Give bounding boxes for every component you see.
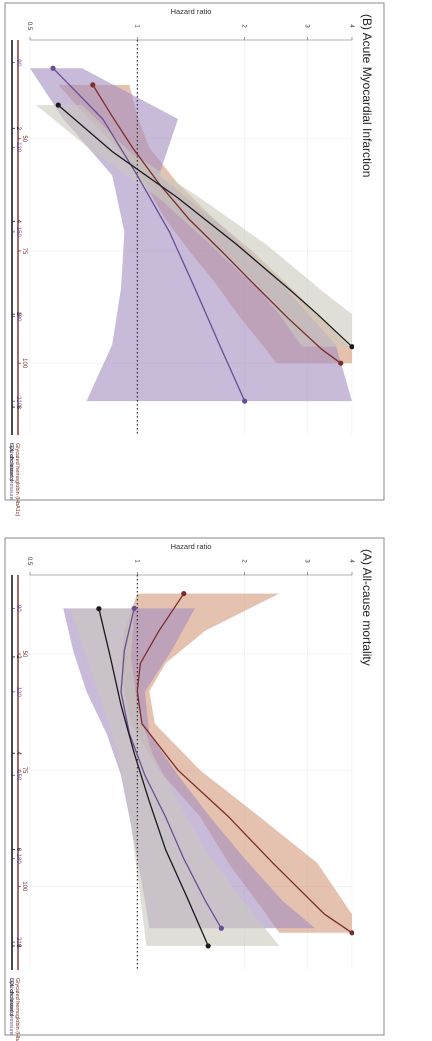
x-scale-ldl-cholesterol: 2 4 6 8 LDL cholesterol — [8, 575, 21, 1016]
panel-frame — [4, 537, 385, 1036]
series-line-systolic-blood-pressure — [52, 67, 246, 402]
x-tick-label: 150 — [15, 770, 21, 781]
x-scale-glycated-hemoglobin-hba1c: 50 75 100 Glycated hemoglobin (HbA1c) — [14, 40, 27, 517]
x-scale-name: LDL cholesterol — [8, 978, 14, 1016]
y-tick-label: 2 — [241, 24, 247, 28]
x-tick-label: 2 — [15, 127, 21, 131]
series-endpoint-systolic-blood-pressure — [131, 605, 137, 611]
y-axis: 0.5 1 2 3 4 Hazard ratio — [26, 7, 354, 41]
x-tick-label: 100 — [21, 358, 27, 369]
x-tick-label: 8 — [15, 944, 21, 948]
series-endpoint-glycated-hemoglobin-hba1c — [349, 930, 354, 936]
chart-title: (A) All-cause mortality — [360, 549, 374, 666]
series-endpoint-glycated-hemoglobin-hba1c — [181, 590, 187, 597]
series-line-glycated-hemoglobin-hba1c — [136, 593, 353, 934]
series-line-systolic-blood-pressure — [120, 608, 222, 929]
x-scale-name: Glycated hemoglobin (HbA1c) — [14, 978, 20, 1041]
series-endpoint-glycated-hemoglobin-hba1c — [338, 360, 344, 366]
x-tick-label: 75 — [21, 248, 27, 255]
x-scale-ldl-cholesterol: 2 4 6 8 LDL cholesterol — [8, 40, 21, 481]
x-tick-label: 120 — [15, 142, 21, 153]
x-tick-label: 210 — [15, 937, 21, 948]
series-endpoint-ldl-cholesterol — [349, 344, 354, 350]
x-tick-label: 4 — [15, 220, 21, 224]
x-scale-name: LDL cholesterol — [8, 443, 14, 481]
x-tick-label: 75 — [21, 767, 27, 774]
chart-title: (B) Acute Myocardial Infarction — [360, 14, 374, 177]
x-tick-label: 6 — [15, 313, 21, 317]
series-line-ldl-cholesterol — [57, 104, 353, 348]
x-tick-label: 6 — [15, 848, 21, 852]
x-tick-label: 4 — [15, 752, 21, 756]
panel-frame — [4, 2, 385, 501]
series-line-ldl-cholesterol — [98, 608, 209, 947]
y-axis-title: Hazard ratio — [171, 542, 212, 551]
y-tick-label: 0.5 — [26, 557, 32, 566]
x-scale-name: Systolic blood pressure — [8, 443, 14, 500]
x-scale-name: Glycated hemoglobin (HbA1c) — [14, 443, 20, 517]
y-axis: 0.5 1 2 3 4 Hazard ratio — [26, 542, 354, 576]
series-endpoint-ldl-cholesterol — [55, 102, 61, 108]
series-endpoint-glycated-hemoglobin-hba1c — [90, 82, 96, 88]
ci-band-glycated-hemoglobin-hba1c — [121, 593, 352, 933]
x-tick-label: 180 — [15, 854, 21, 865]
x-tick-label: 90 — [15, 605, 21, 612]
y-tick-label: 2 — [241, 559, 247, 563]
y-tick-label: 4 — [348, 24, 354, 28]
series-endpoint-systolic-blood-pressure — [242, 398, 248, 404]
y-tick-label: 1 — [133, 24, 139, 28]
plot-area — [30, 40, 354, 435]
x-tick-label: 180 — [15, 311, 21, 322]
y-tick-label: 0.5 — [26, 22, 32, 31]
series-endpoint-systolic-blood-pressure — [50, 65, 56, 71]
series-endpoint-ldl-cholesterol — [205, 943, 211, 949]
x-scale-name: Systolic blood pressure — [8, 978, 14, 1035]
x-tick-label: 210 — [15, 396, 21, 407]
y-tick-label: 1 — [133, 559, 139, 563]
x-tick-label: 150 — [15, 227, 21, 238]
x-tick-label: 8 — [15, 405, 21, 409]
y-tick-label: 3 — [303, 559, 309, 563]
ci-band-ldl-cholesterol — [70, 608, 280, 946]
x-tick-label: 50 — [21, 135, 27, 142]
y-tick-label: 3 — [303, 24, 309, 28]
series-endpoint-systolic-blood-pressure — [218, 925, 224, 931]
x-scale-glycated-hemoglobin-hba1c: 50 75 100 Glycated hemoglobin (HbA1c) — [14, 575, 27, 1041]
plot-area — [63, 575, 354, 970]
y-tick-label: 4 — [348, 559, 354, 563]
panel-all-cause-mortality: (A) All-cause mortality 0.5 1 2 3 4 Hazard rat… — [4, 537, 385, 1041]
ci-band-ldl-cholesterol — [36, 105, 352, 347]
series-endpoint-ldl-cholesterol — [96, 606, 102, 612]
x-tick-label: 50 — [21, 651, 27, 658]
x-tick-label: 100 — [21, 881, 27, 892]
series-line-glycated-hemoglobin-hba1c — [92, 84, 342, 364]
y-axis-title: Hazard ratio — [171, 7, 212, 16]
x-tick-label: 120 — [15, 687, 21, 698]
x-tick-label: 2 — [15, 655, 21, 659]
panel-acute-myocardial-infarction: (B) Acute Myocardial Infarction 0.5 1 2 3 4 Ha… — [4, 2, 385, 517]
x-tick-label: 90 — [15, 59, 21, 66]
